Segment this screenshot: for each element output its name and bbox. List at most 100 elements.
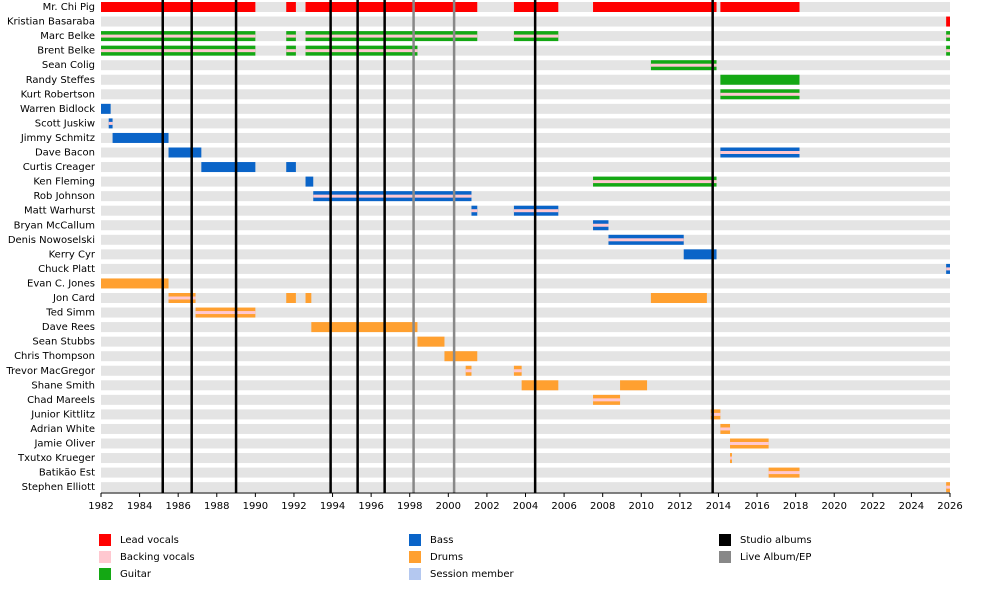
member-name: Stephen Elliott [22,482,95,493]
secondary-stripe [195,311,256,315]
member-name: Marc Belke [40,31,95,42]
member-name: Kerry Cyr [49,249,96,260]
tenure-bar [168,147,202,158]
tenure-bar [720,2,800,12]
row-band [101,394,950,405]
x-tick-label: 2002 [474,501,499,512]
legend-label: Bass [430,535,453,546]
row-band [101,132,950,143]
member-name: Adrian White [30,424,95,435]
x-tick-label: 2022 [860,501,885,512]
member-name: Trevor MacGregor [5,366,96,377]
x-tick-label: 2010 [629,501,654,512]
secondary-stripe [650,63,717,67]
secondary-stripe [513,369,522,373]
row-band [101,162,950,173]
legend-swatch [99,551,111,563]
tenure-bar [101,103,111,114]
row-band [101,322,950,333]
secondary-stripe [471,209,478,213]
tenure-bar [444,351,478,362]
tenure-bar [112,132,169,143]
legend-swatch [99,534,111,546]
secondary-stripe [608,238,684,242]
row-band [101,482,950,493]
secondary-stripe [720,427,731,431]
x-tick-label: 1992 [281,501,306,512]
x-tick-label: 2018 [783,501,808,512]
legend-label: Backing vocals [120,552,195,563]
secondary-stripe [710,412,721,416]
x-tick-label: 2020 [822,501,847,512]
member-name: Sean Stubbs [32,337,95,348]
x-tick-label: 2024 [899,501,924,512]
member-name: Batikão Est [39,468,95,479]
member-name: Jamie Oliver [33,439,95,450]
secondary-stripe [720,92,800,96]
member-name: Kristian Basaraba [7,17,95,28]
member-name: Chad Mareels [27,395,95,406]
secondary-stripe [101,49,256,53]
tenure-bar [201,162,256,173]
tenure-bar [720,74,800,85]
x-tick-label: 1990 [243,501,268,512]
secondary-stripe [946,485,950,489]
secondary-stripe [286,49,296,53]
row-band [101,118,950,129]
x-tick-label: 1982 [88,501,113,512]
tenure-bar [305,293,312,303]
tenure-bar [286,2,296,12]
x-tick-label: 1988 [204,501,229,512]
member-name: Bryan McCallum [14,220,95,231]
row-band [101,467,950,478]
row-band [101,103,950,114]
tenure-bar [620,380,648,391]
legend-swatch [719,551,731,563]
member-name: Junior Kittlitz [30,409,95,420]
member-name: Jon Card [52,293,95,304]
x-tick-label: 2000 [436,501,461,512]
legend-label: Studio albums [740,535,812,546]
member-name: Chris Thompson [14,351,95,362]
legend-swatch [409,551,421,563]
x-tick-label: 2004 [513,501,538,512]
secondary-stripe [730,442,769,445]
member-name: Matt Warhurst [24,206,95,217]
row-band [101,147,950,158]
x-tick-label: 2026 [937,501,962,512]
row-band [101,453,950,464]
tenure-bar [286,293,296,303]
member-name: Evan C. Jones [27,278,95,289]
row-band [101,351,950,362]
row-band [101,263,950,274]
x-tick-label: 1996 [358,501,383,512]
legend-swatch [719,534,731,546]
row-band [101,60,950,71]
row-band [101,234,950,245]
secondary-stripe [108,121,113,125]
legend-label: Live Album/EP [740,552,811,563]
row-band [101,16,950,27]
row-band [101,249,950,260]
x-tick-label: 2012 [667,501,692,512]
legend-label: Drums [430,552,463,563]
x-tick-label: 2008 [590,501,615,512]
tenure-bar [650,293,707,303]
row-band [101,336,950,347]
legend-swatch [409,534,421,546]
secondary-stripe [465,369,472,373]
legend-swatch [409,568,421,580]
row-band [101,220,950,231]
row-band [101,438,950,449]
member-name: Randy Steffes [26,75,95,86]
member-name: Denis Nowoselski [8,235,95,246]
member-name: Chuck Platt [38,264,95,275]
tenure-bar [305,2,478,12]
tenure-bar [417,336,445,347]
tenure-bar [683,249,717,260]
x-tick-label: 2014 [706,501,731,512]
legend-label: Guitar [120,569,152,580]
row-band [101,307,950,318]
secondary-stripe [305,49,418,53]
